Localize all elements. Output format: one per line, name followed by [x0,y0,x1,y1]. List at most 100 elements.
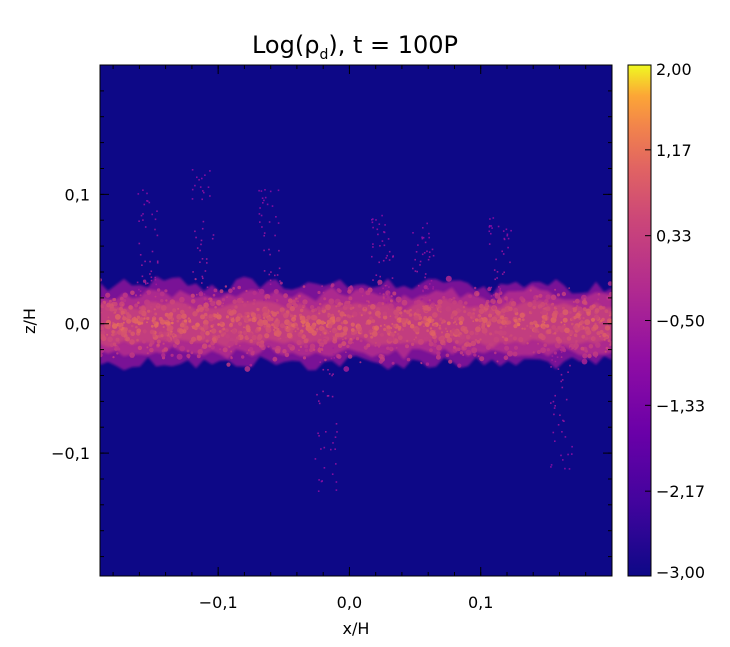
dust-clump [580,310,585,315]
dust-clump [238,344,241,347]
dust-clump [602,307,605,310]
dust-filament-pixel [328,373,331,375]
dust-clump [130,324,134,328]
dust-filament-pixel [422,236,425,239]
dust-clump [235,318,239,322]
dust-filament-pixel [387,238,390,240]
dust-filament-pixel [263,232,266,234]
dust-filament-pixel [207,299,210,302]
dust-clump [265,327,272,334]
dust-clump [191,336,197,342]
dust-filament-pixel [550,466,552,468]
dust-clump [507,320,512,325]
dust-clump [605,346,609,350]
dust-clump [162,357,165,359]
dust-clump [252,302,256,306]
dust-clump [487,287,492,292]
dust-clump [252,290,257,296]
dust-filament-pixel [561,379,564,381]
dust-filament-pixel [278,267,281,270]
dust-clump [198,291,204,297]
dust-clump [246,352,249,355]
dust-filament-pixel [192,271,194,273]
dust-filament-pixel [382,287,384,290]
dust-filament-pixel [498,291,501,294]
dust-clump [258,327,262,330]
dust-filament-pixel [421,253,424,256]
dust-filament-pixel [562,344,564,347]
dust-clump [160,299,164,303]
dust-clump [186,349,190,353]
dust-clump [391,361,395,365]
dust-filament-pixel [556,356,559,358]
dust-clump [317,290,321,295]
dust-clump [139,294,142,297]
dust-filament-pixel [150,279,153,282]
dust-filament-pixel [499,289,501,291]
dust-clump [560,321,563,324]
dust-clump [322,327,325,330]
dust-clump [423,305,429,311]
dust-clump [438,324,441,327]
dust-filament-pixel [490,286,493,289]
dust-filament-pixel [316,393,318,396]
dust-filament-pixel [489,218,491,220]
dust-clump [275,331,281,337]
dust-filament-pixel [151,213,153,216]
dust-filament-pixel [142,213,144,215]
dust-filament-pixel [554,394,556,397]
dust-filament-pixel [209,195,211,197]
dust-clump [529,335,532,337]
dust-filament-pixel [562,459,564,461]
dust-clump [183,319,188,323]
dust-clump [194,326,198,331]
dust-clump [452,296,456,300]
dust-clump [397,300,400,303]
dust-clump [152,334,156,338]
dust-clump [161,353,166,358]
dust-filament-pixel [263,199,265,202]
dust-filament-pixel [274,274,276,277]
dust-clump [336,354,342,359]
dust-clump [392,291,397,296]
dust-clump [608,314,611,317]
dust-clump [605,327,608,330]
dust-filament-pixel [322,390,324,393]
dust-filament-pixel [561,431,563,433]
dust-clump [198,307,204,313]
dust-clump [241,355,245,359]
dust-clump [168,325,174,331]
dust-clump [348,296,353,301]
dust-filament-pixel [379,292,381,295]
dust-filament-pixel [274,234,276,237]
dust-filament-pixel [503,271,505,274]
dust-clump [243,330,248,336]
dust-clump [146,316,150,321]
dust-clump [352,342,354,344]
dust-filament-pixel [501,250,503,253]
dust-clump [226,362,231,367]
dust-clump [536,350,541,354]
dust-filament-pixel [550,464,553,466]
dust-clump [557,312,559,315]
dust-clump [573,325,578,331]
dust-clump [510,301,517,307]
dust-clump [374,344,377,347]
dust-filament-pixel [318,402,321,405]
dust-clump [162,342,165,345]
dust-clump [599,335,601,338]
dust-clump [114,345,120,351]
dust-clump [481,317,488,323]
dust-filament-pixel [269,190,272,193]
dust-clump [464,301,468,305]
dust-clump [129,352,135,358]
dust-filament-pixel [196,247,199,249]
dust-clump [501,335,505,339]
dust-clump [488,306,491,309]
dust-clump [122,316,127,321]
dust-clump [459,334,466,340]
dust-clump [332,335,334,338]
dust-clump [338,327,342,331]
dust-clump [396,306,401,311]
dust-clump [121,332,125,336]
